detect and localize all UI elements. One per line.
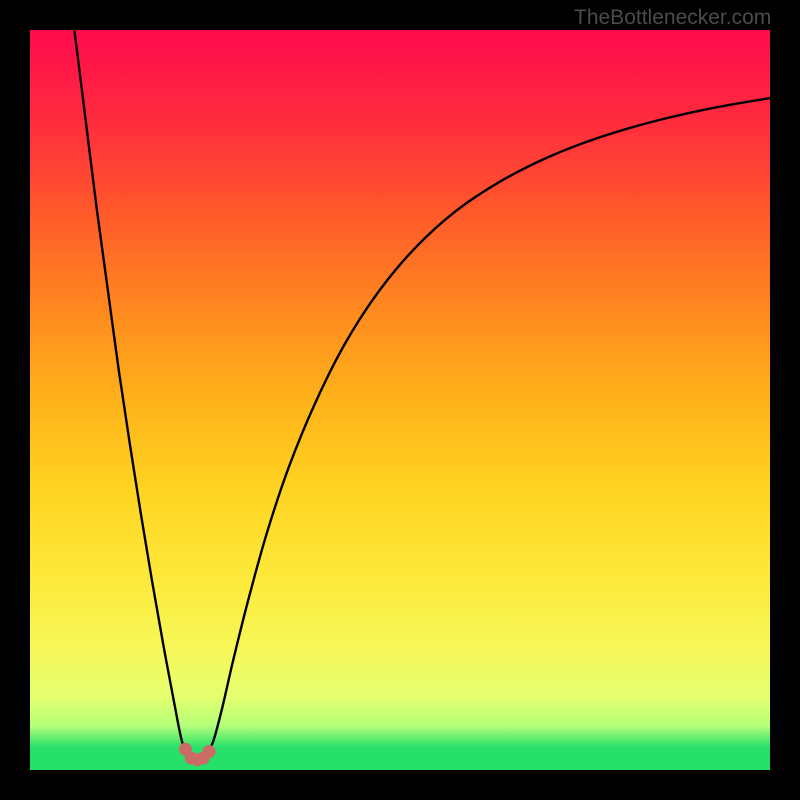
chart-frame: TheBottlenecker.com [0,0,800,800]
dip-markers [179,743,216,766]
watermark-text: TheBottlenecker.com [574,6,771,30]
dip-marker [203,745,216,758]
curve-layer [30,30,770,770]
bottleneck-curve [74,30,770,759]
plot-area [30,30,770,770]
